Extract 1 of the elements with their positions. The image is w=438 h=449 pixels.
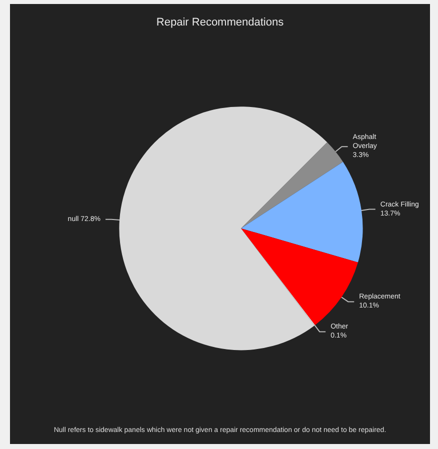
chart-title: Repair Recommendations: [156, 16, 284, 28]
